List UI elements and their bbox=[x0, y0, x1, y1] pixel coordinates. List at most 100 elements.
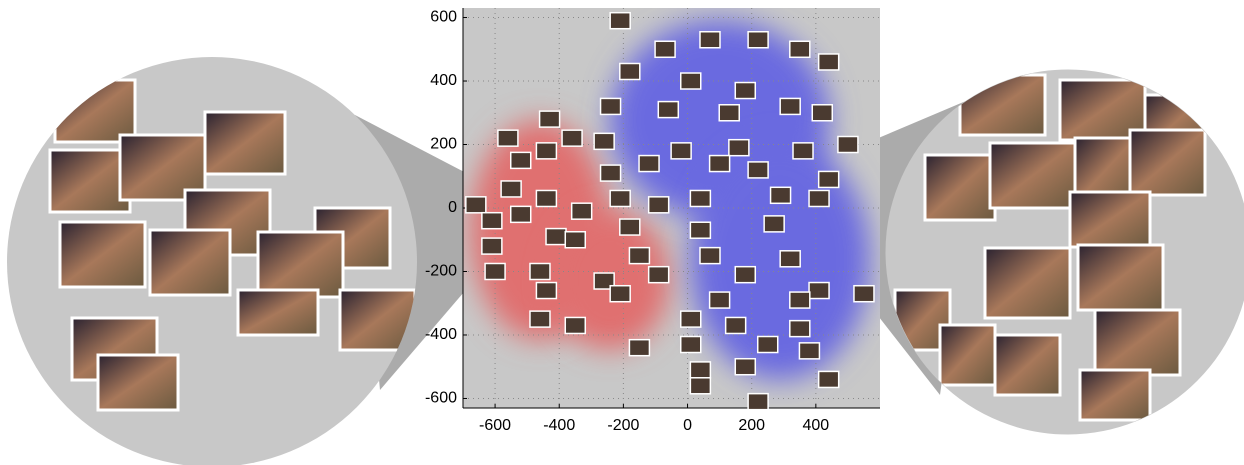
face-thumbnail bbox=[681, 311, 701, 327]
figure: -600-400-2000200400-600-400-200020040060… bbox=[0, 0, 1244, 465]
face-thumbnail bbox=[572, 203, 592, 219]
face-thumbnail bbox=[764, 216, 784, 232]
face-thumbnail bbox=[838, 137, 858, 153]
x-tick-label: 0 bbox=[683, 417, 692, 434]
face bbox=[98, 355, 178, 410]
face bbox=[1070, 192, 1150, 247]
face-thumbnail bbox=[726, 317, 746, 333]
y-tick-label: 600 bbox=[430, 9, 457, 26]
y-tick-label: 200 bbox=[430, 136, 457, 153]
face-thumbnail bbox=[690, 222, 710, 238]
face-thumbnail bbox=[735, 267, 755, 283]
face-thumbnail bbox=[610, 190, 630, 206]
x-tick-label: -600 bbox=[479, 417, 511, 434]
face bbox=[1078, 245, 1163, 310]
face-thumbnail bbox=[466, 197, 486, 213]
face-thumbnail bbox=[748, 32, 768, 48]
face-thumbnail bbox=[799, 343, 819, 359]
face-thumbnail bbox=[485, 263, 505, 279]
face-thumbnail bbox=[629, 340, 649, 356]
y-tick-label: 400 bbox=[430, 72, 457, 89]
face-thumbnail bbox=[639, 156, 659, 172]
face-thumbnail bbox=[536, 190, 556, 206]
face-thumbnail bbox=[793, 143, 813, 159]
face-thumbnail bbox=[482, 213, 502, 229]
face-thumbnail bbox=[780, 251, 800, 267]
face-thumbnail bbox=[735, 359, 755, 375]
face-thumbnail bbox=[649, 267, 669, 283]
face-thumbnail bbox=[681, 73, 701, 89]
face-thumbnail bbox=[658, 102, 678, 118]
y-tick-label: -600 bbox=[425, 390, 457, 407]
face-thumbnail bbox=[790, 292, 810, 308]
face bbox=[238, 290, 318, 335]
face-thumbnail bbox=[790, 321, 810, 337]
face bbox=[50, 150, 130, 212]
face-thumbnail bbox=[530, 311, 550, 327]
face-thumbnail bbox=[511, 152, 531, 168]
face bbox=[150, 230, 230, 295]
face-thumbnail bbox=[819, 171, 839, 187]
x-tick-label: 200 bbox=[738, 417, 765, 434]
face-thumbnail bbox=[809, 190, 829, 206]
face bbox=[258, 232, 343, 297]
face-thumbnail bbox=[649, 197, 669, 213]
face-thumbnail bbox=[809, 283, 829, 299]
face-thumbnail bbox=[610, 286, 630, 302]
face-thumbnail bbox=[790, 41, 810, 57]
x-tick-label: 400 bbox=[802, 417, 829, 434]
face-thumbnail bbox=[655, 41, 675, 57]
face-thumbnail bbox=[501, 181, 521, 197]
x-tick-label: -200 bbox=[607, 417, 639, 434]
face-thumbnail bbox=[710, 292, 730, 308]
face-thumbnail bbox=[620, 63, 640, 79]
face-thumbnail bbox=[511, 206, 531, 222]
face-thumbnail bbox=[620, 219, 640, 235]
face bbox=[55, 80, 135, 142]
face-thumbnail bbox=[540, 111, 560, 127]
face-thumbnail bbox=[562, 130, 582, 146]
face-thumbnail bbox=[498, 130, 518, 146]
face-thumbnail bbox=[565, 317, 585, 333]
face-thumbnail bbox=[601, 98, 621, 114]
face-thumbnail bbox=[700, 248, 720, 264]
face-thumbnail bbox=[735, 83, 755, 99]
face-thumbnail bbox=[812, 105, 832, 121]
face-thumbnail bbox=[671, 143, 691, 159]
face-thumbnail bbox=[690, 378, 710, 394]
face-thumbnail bbox=[854, 286, 874, 302]
face-thumbnail bbox=[758, 337, 778, 353]
face bbox=[1095, 310, 1180, 375]
face bbox=[925, 155, 995, 220]
face-thumbnail bbox=[780, 98, 800, 114]
face-thumbnail bbox=[536, 143, 556, 159]
face-thumbnail bbox=[610, 13, 630, 29]
face-thumbnail bbox=[719, 105, 739, 121]
face-thumbnail bbox=[530, 263, 550, 279]
face-thumbnail bbox=[710, 156, 730, 172]
face-thumbnail bbox=[690, 362, 710, 378]
face-thumbnail bbox=[594, 133, 614, 149]
face-thumbnail bbox=[819, 54, 839, 70]
face-thumbnail bbox=[819, 371, 839, 387]
face bbox=[205, 112, 285, 174]
face-thumbnail bbox=[771, 187, 791, 203]
face-thumbnail bbox=[482, 238, 502, 254]
face bbox=[995, 335, 1060, 395]
face bbox=[940, 325, 995, 385]
face-thumbnail bbox=[546, 229, 566, 245]
face-thumbnail bbox=[690, 190, 710, 206]
face bbox=[60, 222, 145, 287]
face-thumbnail bbox=[748, 394, 768, 410]
face bbox=[1130, 130, 1205, 195]
y-tick-label: 0 bbox=[448, 199, 457, 216]
x-tick-label: -400 bbox=[543, 417, 575, 434]
face-thumbnail bbox=[536, 283, 556, 299]
face-thumbnail bbox=[629, 248, 649, 264]
y-tick-label: -200 bbox=[425, 263, 457, 280]
face-thumbnail bbox=[700, 32, 720, 48]
face-thumbnail bbox=[681, 337, 701, 353]
face-thumbnail bbox=[729, 140, 749, 156]
face bbox=[1080, 370, 1150, 420]
face-thumbnail bbox=[601, 165, 621, 181]
